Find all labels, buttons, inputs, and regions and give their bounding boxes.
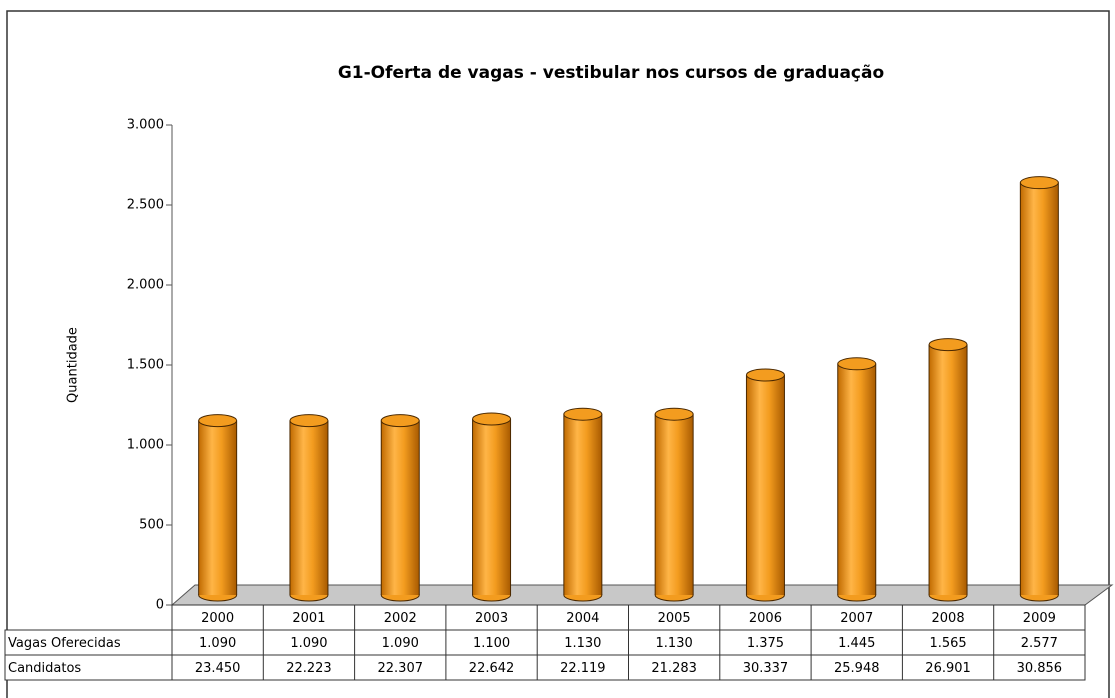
- table-cell: 30.337: [743, 661, 789, 676]
- y-tick-label: 1.500: [127, 358, 164, 373]
- bar: [472, 412, 512, 602]
- y-tick-label: 2.500: [127, 198, 164, 213]
- bar: [563, 407, 603, 602]
- bar-top: [745, 368, 785, 382]
- table-cell: 1.090: [382, 636, 419, 651]
- bar: [1019, 176, 1059, 602]
- bar-body: [837, 363, 876, 595]
- bar-body: [472, 419, 511, 595]
- x-tick-label: 2005: [658, 611, 691, 626]
- y-tick-label: 2.000: [127, 278, 164, 293]
- bar-body: [929, 344, 968, 595]
- table-cell: 1.130: [656, 636, 693, 651]
- table-cell: 1.375: [747, 636, 784, 651]
- bar-body: [289, 420, 328, 595]
- x-tick-label: 2008: [932, 611, 965, 626]
- table-cell: 22.119: [560, 661, 606, 676]
- bar-body: [1020, 182, 1059, 595]
- bar-top: [289, 414, 329, 428]
- bar-body: [655, 414, 694, 595]
- frame: [6, 10, 1110, 698]
- x-tick-label: 2007: [840, 611, 873, 626]
- bar-body: [381, 420, 420, 595]
- bar: [289, 414, 329, 602]
- x-tick-label: 2002: [384, 611, 417, 626]
- bar-top: [198, 414, 238, 428]
- x-tick-label: 2009: [1023, 611, 1056, 626]
- y-tick-label: 3.000: [127, 118, 164, 133]
- bar-body: [563, 414, 602, 595]
- table-cell: 22.223: [286, 661, 332, 676]
- bar: [928, 338, 968, 602]
- x-tick-label: 2006: [749, 611, 782, 626]
- chart-title: G1-Oferta de vagas - vestibular nos curs…: [338, 63, 884, 83]
- y-axis-label: Quantidade: [66, 327, 81, 403]
- y-tick-label: 0: [156, 598, 164, 613]
- bar-body: [746, 375, 785, 595]
- table-cell: 21.283: [651, 661, 697, 676]
- y-tick-label: 1.000: [127, 438, 164, 453]
- x-tick-label: 2004: [566, 611, 599, 626]
- table-cell: 22.642: [469, 661, 515, 676]
- bar-top: [654, 407, 694, 421]
- table-cell: 1.100: [473, 636, 510, 651]
- legend-label: Vagas Oferecidas: [8, 636, 121, 651]
- bar-body: [198, 420, 237, 595]
- bar-top: [472, 412, 512, 426]
- bar-top: [837, 357, 877, 371]
- x-tick-label: 2003: [475, 611, 508, 626]
- bar: [745, 368, 785, 602]
- table-cell: 23.450: [195, 661, 241, 676]
- row-label: Candidatos: [8, 661, 81, 676]
- bar-top: [563, 407, 603, 421]
- table-cell: 1.090: [199, 636, 236, 651]
- y-tick-label: 500: [139, 518, 164, 533]
- table-cell: 25.948: [834, 661, 880, 676]
- bar: [654, 407, 694, 602]
- table-cell: 26.901: [925, 661, 971, 676]
- table-cell: 22.307: [378, 661, 424, 676]
- table-cell: 1.445: [838, 636, 875, 651]
- bar-top: [928, 338, 968, 352]
- table-cell: 1.130: [564, 636, 601, 651]
- table-cell: 1.565: [929, 636, 966, 651]
- bar: [837, 357, 877, 602]
- x-tick-label: 2001: [292, 611, 325, 626]
- bar-top: [1019, 176, 1059, 190]
- bar: [380, 414, 420, 602]
- bar: [198, 414, 238, 602]
- table-cell: 1.090: [290, 636, 327, 651]
- table-cell: 2.577: [1021, 636, 1058, 651]
- table-cell: 30.856: [1017, 661, 1063, 676]
- bar-top: [380, 414, 420, 428]
- x-tick-label: 2000: [201, 611, 234, 626]
